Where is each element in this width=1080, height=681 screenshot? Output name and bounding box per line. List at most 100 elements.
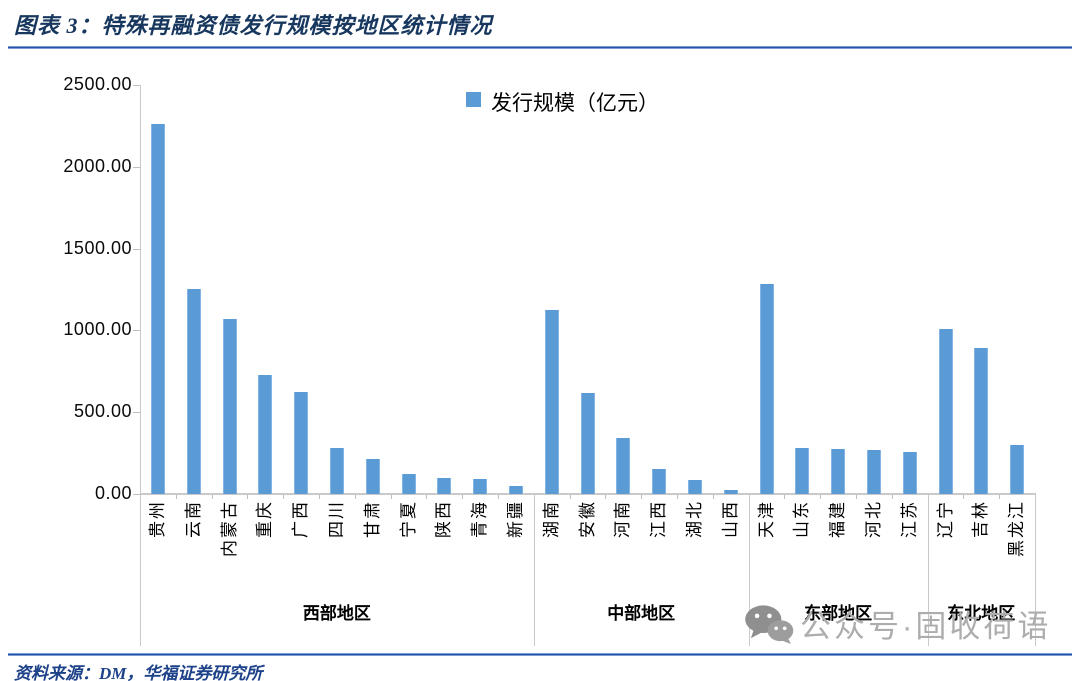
category-boundary-tick [175,495,177,499]
category-boundary-tick [319,495,320,499]
category-boundary-tick [712,495,714,499]
region-group-label-西部地区: 西部地区 [302,604,371,623]
bar-山东 [795,448,810,494]
bar-内蒙古 [222,319,237,494]
x-category-label-天津: 天津 [756,500,776,538]
bar-甘肃 [365,458,380,494]
x-category-label-河北: 河北 [863,500,883,538]
bar-辽宁 [938,329,953,494]
category-boundary-tick [891,495,893,499]
category-boundary-tick [462,495,464,499]
region-group-label-东部地区: 东部地区 [804,604,873,623]
footer-rule [8,653,1072,656]
legend-label: 发行规模（亿元） [491,91,659,115]
y-axis-tick [133,412,140,414]
region-group-label-东北地区: 东北地区 [947,604,1016,623]
y-axis-tick-label: 1000.00 [63,319,132,340]
x-category-label-江苏: 江苏 [899,500,919,538]
figure-title: 图表 3：特殊再融资债发行规模按地区统计情况 [14,13,493,38]
x-category-label-内蒙古: 内蒙古 [219,500,239,557]
bar-重庆 [258,375,273,494]
category-boundary-tick [426,495,428,499]
bar-江苏 [902,452,917,494]
bar-贵州 [150,123,165,494]
category-boundary-tick [856,495,857,499]
bar-云南 [186,288,201,494]
y-axis-tick-label: 2500.00 [63,74,132,94]
x-category-label-云南: 云南 [183,500,203,538]
bar-福建 [831,448,846,494]
category-boundary-tick [784,495,786,499]
category-boundary-tick [999,495,1001,499]
y-axis-tick [133,330,140,332]
y-axis-tick-label: 0.00 [94,483,132,503]
group-divider [533,494,535,646]
x-category-label-黑龙江: 黑龙江 [1007,500,1027,557]
x-category-label-安徽: 安徽 [577,500,597,538]
x-axis-line [140,493,1036,495]
bar-湖北 [687,479,702,494]
region-group-label-中部地区: 中部地区 [607,604,676,623]
bar-河北 [866,449,881,494]
y-axis-tick [133,248,140,250]
y-axis-tick-label: 500.00 [73,401,132,422]
category-boundary-tick [641,495,643,499]
bar-山西 [723,489,738,494]
bar-黑龙江 [1010,444,1025,494]
x-category-label-甘肃: 甘肃 [362,500,382,538]
bar-陕西 [437,478,452,494]
bar-广西 [294,392,309,494]
y-axis-tick [133,85,140,86]
bar-江西 [652,469,667,494]
x-category-label-江西: 江西 [649,500,669,538]
legend-swatch [466,92,481,107]
y-axis-tick [133,494,140,495]
group-divider [927,494,929,646]
category-boundary-tick [390,495,392,499]
y-axis-line [140,85,141,494]
group-divider [1035,494,1036,646]
bar-宁夏 [401,474,416,494]
bar-四川 [329,448,344,494]
x-category-label-吉林: 吉林 [971,500,991,538]
y-axis-tick [133,166,140,168]
title-underline [8,46,1072,49]
x-category-label-湖南: 湖南 [541,500,561,538]
bar-吉林 [974,348,989,494]
y-axis-tick-label: 1500.00 [63,237,132,258]
wechat-icon [745,604,794,644]
category-boundary-tick [569,495,571,499]
category-boundary-tick [498,495,499,499]
bar-天津 [759,283,774,494]
x-category-label-青海: 青海 [470,500,490,538]
category-boundary-tick [211,495,213,499]
group-divider [140,494,141,646]
x-category-label-陕西: 陕西 [434,500,454,538]
y-axis-tick-label: 2000.00 [63,155,132,176]
x-category-label-新疆: 新疆 [505,500,525,538]
category-boundary-tick [354,495,356,499]
legend: 发行规模（亿元） [466,87,659,117]
category-boundary-tick [963,495,965,499]
category-boundary-tick [283,495,285,499]
bar-河南 [616,438,631,494]
category-boundary-tick [247,495,249,499]
category-boundary-tick [820,495,822,499]
x-category-label-河南: 河南 [613,500,633,538]
x-category-label-湖北: 湖北 [684,500,704,538]
x-category-label-重庆: 重庆 [255,500,275,538]
bar-安徽 [580,393,595,494]
bar-湖南 [544,310,559,494]
x-category-label-四川: 四川 [326,500,346,538]
x-category-label-福建: 福建 [828,500,848,538]
bar-青海 [473,479,488,494]
category-boundary-tick [677,495,678,499]
x-category-label-贵州: 贵州 [147,500,167,538]
x-category-label-广西: 广西 [291,500,311,538]
x-category-label-辽宁: 辽宁 [935,500,955,538]
bar-新疆 [508,485,523,494]
x-category-label-宁夏: 宁夏 [398,500,418,538]
category-boundary-tick [605,495,607,499]
source-note: 资料来源：DM，华福证券研究所 [14,664,263,681]
